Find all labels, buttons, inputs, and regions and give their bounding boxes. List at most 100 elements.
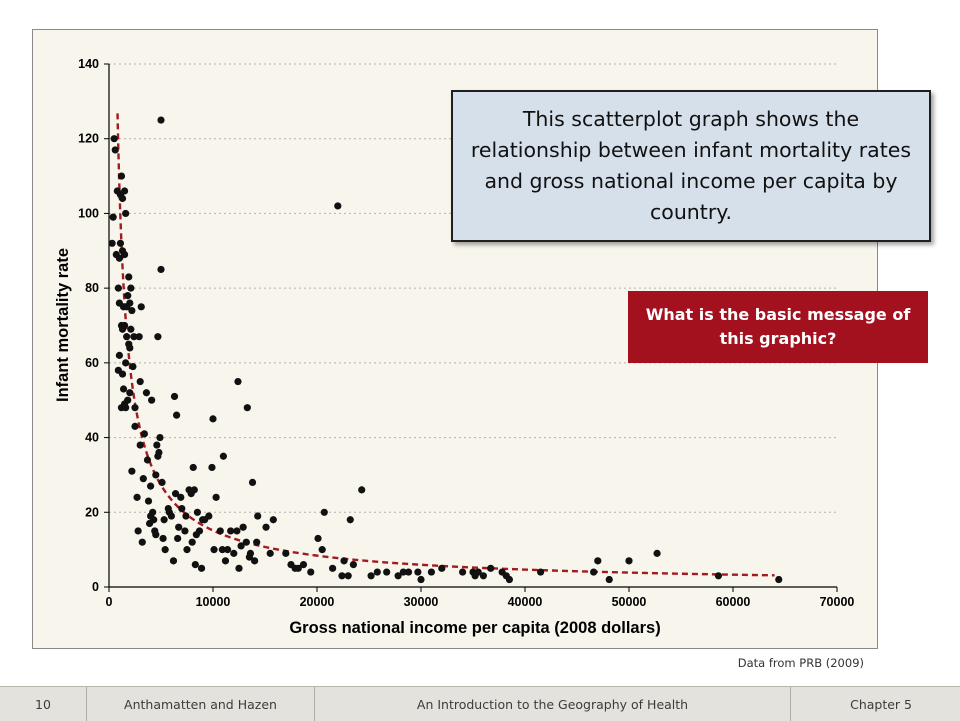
data-point bbox=[122, 209, 130, 218]
data-point bbox=[474, 568, 482, 576]
data-point bbox=[133, 493, 141, 501]
data-point bbox=[152, 531, 160, 539]
data-point bbox=[170, 392, 179, 401]
data-point bbox=[505, 575, 513, 584]
data-point bbox=[190, 486, 198, 494]
data-point bbox=[605, 575, 613, 584]
tick-labels: 0 20 40 60 80 100 120 140 0 10000 20000 30000 40000 5… bbox=[78, 57, 854, 609]
footer-chapter: Chapter 5 bbox=[850, 696, 912, 712]
data-point bbox=[124, 292, 132, 300]
data-point bbox=[124, 396, 132, 404]
data-point bbox=[125, 273, 133, 281]
x-tick-label: 50000 bbox=[612, 595, 647, 609]
data-point bbox=[459, 568, 467, 576]
data-point bbox=[144, 497, 153, 505]
data-point bbox=[367, 572, 375, 580]
x-tick-label: 60000 bbox=[716, 595, 751, 609]
data-point bbox=[136, 377, 144, 386]
x-tick-label: 30000 bbox=[404, 595, 439, 609]
data-point bbox=[126, 299, 134, 307]
data-point bbox=[329, 564, 337, 572]
data-point bbox=[590, 568, 598, 576]
data-point bbox=[218, 546, 226, 554]
data-point bbox=[114, 284, 122, 292]
data-point bbox=[121, 321, 129, 330]
data-point bbox=[191, 560, 199, 569]
data-point bbox=[318, 546, 326, 554]
data-point bbox=[266, 549, 274, 557]
data-point bbox=[169, 557, 178, 565]
data-point bbox=[116, 239, 125, 247]
data-point bbox=[294, 564, 302, 572]
data-point bbox=[117, 172, 126, 180]
data-point bbox=[307, 568, 315, 576]
data-point bbox=[126, 344, 134, 352]
data-point bbox=[653, 549, 661, 557]
data-point bbox=[223, 546, 232, 554]
data-point bbox=[227, 527, 235, 535]
data-point bbox=[108, 239, 116, 247]
data-point bbox=[167, 512, 175, 520]
data-point bbox=[235, 564, 243, 572]
data-point bbox=[157, 265, 165, 274]
data-point bbox=[128, 467, 136, 475]
data-point bbox=[122, 359, 130, 367]
data-point bbox=[189, 463, 197, 472]
data-point bbox=[153, 441, 161, 449]
data-point bbox=[193, 508, 201, 516]
data-point bbox=[427, 568, 435, 576]
scatter-chart: 0 20 40 60 80 100 120 140 0 10000 20000 30000 40000 5… bbox=[54, 57, 854, 637]
y-tick-label: 0 bbox=[92, 580, 99, 594]
data-point bbox=[122, 404, 130, 412]
data-point bbox=[344, 572, 352, 580]
data-points bbox=[108, 116, 783, 584]
data-point bbox=[182, 512, 190, 520]
data-point bbox=[346, 516, 354, 524]
data-point bbox=[127, 284, 135, 292]
data-point bbox=[299, 560, 308, 569]
y-tick-label: 20 bbox=[85, 505, 99, 519]
data-point bbox=[242, 538, 250, 546]
data-point bbox=[358, 486, 366, 494]
data-point bbox=[246, 549, 255, 557]
description-callout: This scatterplot graph shows the relatio… bbox=[451, 90, 931, 242]
data-point bbox=[137, 303, 145, 311]
data-point bbox=[212, 493, 220, 501]
y-tick-label: 40 bbox=[85, 431, 99, 445]
axes bbox=[104, 63, 838, 592]
data-point bbox=[399, 568, 407, 576]
data-point bbox=[158, 478, 166, 486]
data-point bbox=[234, 377, 242, 386]
data-point bbox=[775, 575, 783, 584]
data-point bbox=[262, 523, 270, 531]
data-point bbox=[121, 187, 129, 195]
x-tick-label: 0 bbox=[106, 595, 113, 609]
slide-footer: 10 Anthamatten and Hazen An Introduction… bbox=[0, 686, 960, 721]
data-point bbox=[136, 441, 144, 449]
data-point bbox=[121, 250, 129, 259]
data-point bbox=[594, 557, 602, 565]
data-point bbox=[334, 202, 342, 210]
data-point bbox=[109, 213, 117, 221]
data-point bbox=[173, 411, 181, 419]
data-point bbox=[373, 568, 381, 576]
data-point bbox=[209, 415, 217, 423]
data-point bbox=[183, 546, 191, 554]
data-point bbox=[320, 508, 328, 516]
footer-book-title: An Introduction to the Geography of Heal… bbox=[315, 687, 791, 721]
data-point bbox=[438, 564, 446, 572]
data-point bbox=[394, 572, 402, 580]
data-point bbox=[119, 385, 128, 393]
data-point bbox=[111, 146, 119, 154]
data-point bbox=[625, 557, 633, 565]
data-point bbox=[127, 325, 135, 333]
data-point bbox=[148, 396, 156, 404]
data-point bbox=[147, 482, 155, 490]
data-point bbox=[135, 333, 143, 341]
trend-line-group bbox=[116, 113, 775, 577]
data-point bbox=[115, 351, 123, 359]
footer-authors: Anthamatten and Hazen bbox=[87, 687, 315, 721]
data-point bbox=[174, 534, 182, 543]
x-tick-label: 70000 bbox=[820, 595, 855, 609]
data-point bbox=[118, 370, 127, 378]
